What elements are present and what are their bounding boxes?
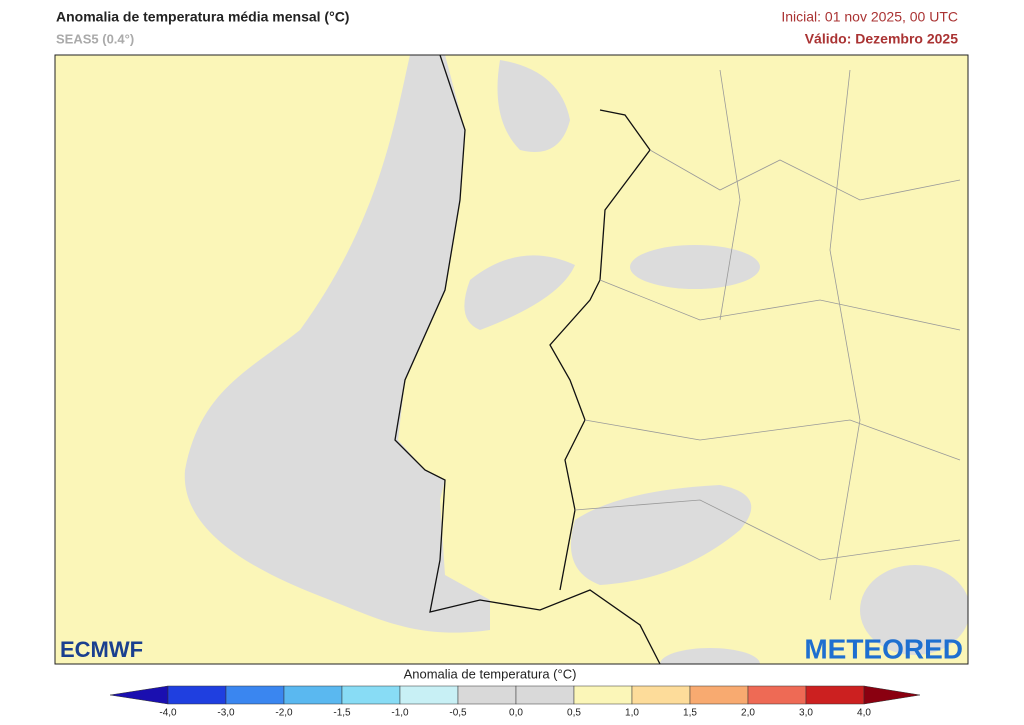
initial-time: Inicial: 01 nov 2025, 00 UTC [781, 9, 958, 25]
colorbar-tick-label: 2,0 [741, 708, 755, 719]
colorbar-segment [573, 685, 633, 705]
anomaly-area [570, 485, 752, 585]
colorbar-segment [167, 685, 227, 705]
colorbar-segment [341, 685, 401, 705]
ecmwf-logo: ECMWF [60, 637, 143, 662]
map: ECMWF METEORED [54, 54, 969, 665]
title: Anomalia de temperatura média mensal (°C… [56, 9, 349, 25]
colorbar-tick-label: 0,0 [509, 708, 523, 719]
colorbar-segment [515, 685, 575, 705]
colorbar-segment [283, 685, 343, 705]
colorbar: -4,0 -3,0 -2,0 -1,5 -1,0 -0,5 0,0 0,5 1,0 1,5 2,0 3… [109, 685, 921, 719]
colorbar-segment [631, 685, 691, 705]
colorbar-tick-label: -3,0 [217, 708, 235, 719]
colorbar-tick-label: -1,5 [333, 708, 351, 719]
colorbar-tick-label: 3,0 [799, 708, 813, 719]
subtitle: SEAS5 (0.4°) [56, 31, 134, 46]
colorbar-tick-label: -4,0 [159, 708, 177, 719]
colorbar-tick-label: 1,5 [683, 708, 697, 719]
anomaly-area [464, 255, 575, 330]
valid-time: Válido: Dezembro 2025 [805, 31, 958, 47]
colorbar-segment [747, 685, 807, 705]
colorbar-tick-label: 1,0 [625, 708, 639, 719]
colorbar-tick-label: -2,0 [275, 708, 293, 719]
coastline [394, 55, 661, 664]
colorbar-end [109, 685, 169, 705]
colorbar-tick-label: -0,5 [449, 708, 467, 719]
anomaly-area [860, 565, 968, 655]
colorbar-tick-label: -1,0 [391, 708, 409, 719]
anomaly-area [660, 648, 760, 664]
map-background [55, 55, 968, 664]
colorbar-segment [225, 685, 285, 705]
colorbar-end [863, 685, 921, 705]
colorbar-segment [689, 685, 749, 705]
anomaly-area [497, 60, 570, 152]
border [549, 109, 651, 591]
colorbar-segment [805, 685, 865, 705]
region-borders [574, 69, 961, 601]
colorbar-tick-label: 4,0 [857, 708, 871, 719]
colorbar-segment [399, 685, 459, 705]
anomaly-area [630, 245, 760, 289]
colorbar-tick-label: 0,5 [567, 708, 581, 719]
anomaly-area [184, 55, 490, 633]
colorbar-segment [457, 685, 517, 705]
meteored-logo: METEORED [804, 633, 963, 664]
colorbar-title: Anomalia de temperatura (°C) [404, 666, 577, 681]
